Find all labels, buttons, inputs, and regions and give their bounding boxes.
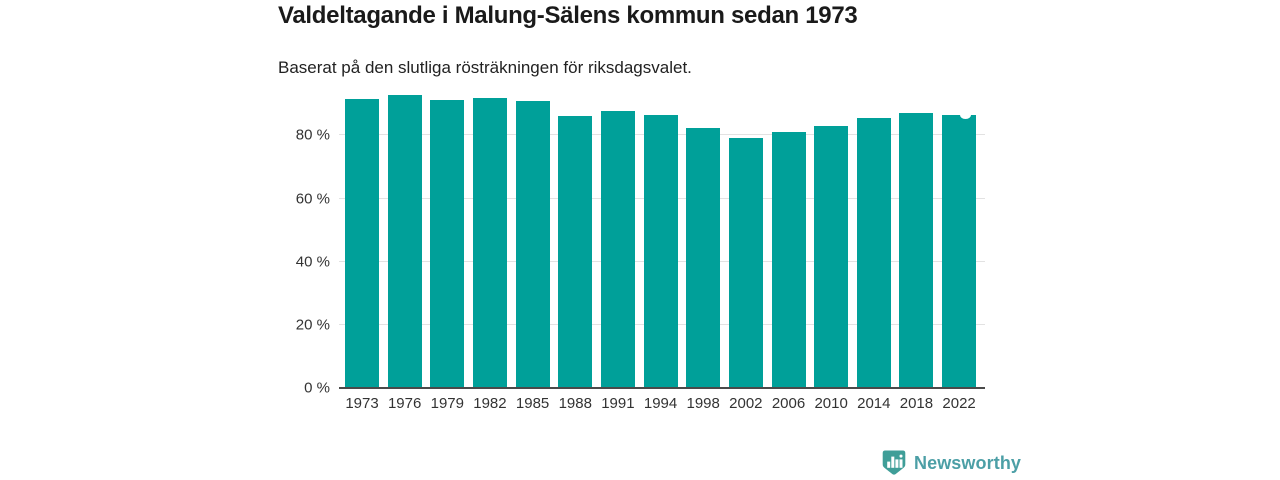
bar-2018 <box>899 112 934 388</box>
x-axis-tick-label: 1985 <box>515 395 550 412</box>
x-axis-tick-label: 1998 <box>686 395 720 412</box>
bar-1994 <box>643 114 678 388</box>
x-axis-tick-label: 2002 <box>729 395 763 412</box>
x-axis-tick-label: 1979 <box>430 395 464 412</box>
x-axis-tick-label: 2014 <box>857 395 891 412</box>
y-axis-tick-label: 80 % <box>295 126 330 144</box>
x-axis-tick-label: 2018 <box>899 395 934 412</box>
newsworthy-logo: Newsworthy <box>881 449 1021 477</box>
chart-subtitle: Baserat på den slutliga rösträkningen fö… <box>278 58 692 77</box>
x-axis-tick-label: 1988 <box>558 395 592 412</box>
bar-1988 <box>558 115 593 388</box>
x-axis-tick-label: 2022 <box>942 395 976 412</box>
x-axis-tick-label: 1973 <box>345 395 379 412</box>
x-axis-line <box>339 387 985 389</box>
bar-1973 <box>345 99 379 388</box>
bar-1991 <box>600 110 635 388</box>
bar-2022 <box>942 110 977 388</box>
bar-2006 <box>771 132 806 388</box>
bar-2014 <box>856 118 891 388</box>
x-axis-tick-label: 1976 <box>387 395 422 412</box>
y-axis-tick-label: 20 % <box>295 316 330 334</box>
y-axis-tick-label: 0 % <box>304 379 330 397</box>
x-axis-tick-label: 2010 <box>814 395 848 412</box>
chart-title: Valdeltagande i Malung-Sälens kommun sed… <box>278 2 858 29</box>
bar-1998 <box>686 127 721 388</box>
bar-1976 <box>387 94 422 388</box>
y-axis-tick-label: 60 % <box>295 190 330 208</box>
x-axis-tick-label: 2006 <box>771 395 806 412</box>
bar-1979 <box>430 99 465 388</box>
newsworthy-badge-icon <box>881 449 907 477</box>
x-axis-tick-label: 1991 <box>601 395 635 412</box>
bar-1982 <box>472 98 507 388</box>
x-axis-tick-label: 1982 <box>473 395 507 412</box>
bar-1985 <box>515 101 550 388</box>
bar-2002 <box>728 137 763 388</box>
x-axis-tick-label: 1994 <box>643 395 678 412</box>
newsworthy-logo-text: Newsworthy <box>914 452 1022 473</box>
y-axis-tick-label: 40 % <box>295 253 330 271</box>
plot-area: 0 % 20 % 40 % 60 % 80 % 1973 1976 1979 1982 1985 1… <box>296 88 985 412</box>
bar-2010 <box>814 125 849 388</box>
